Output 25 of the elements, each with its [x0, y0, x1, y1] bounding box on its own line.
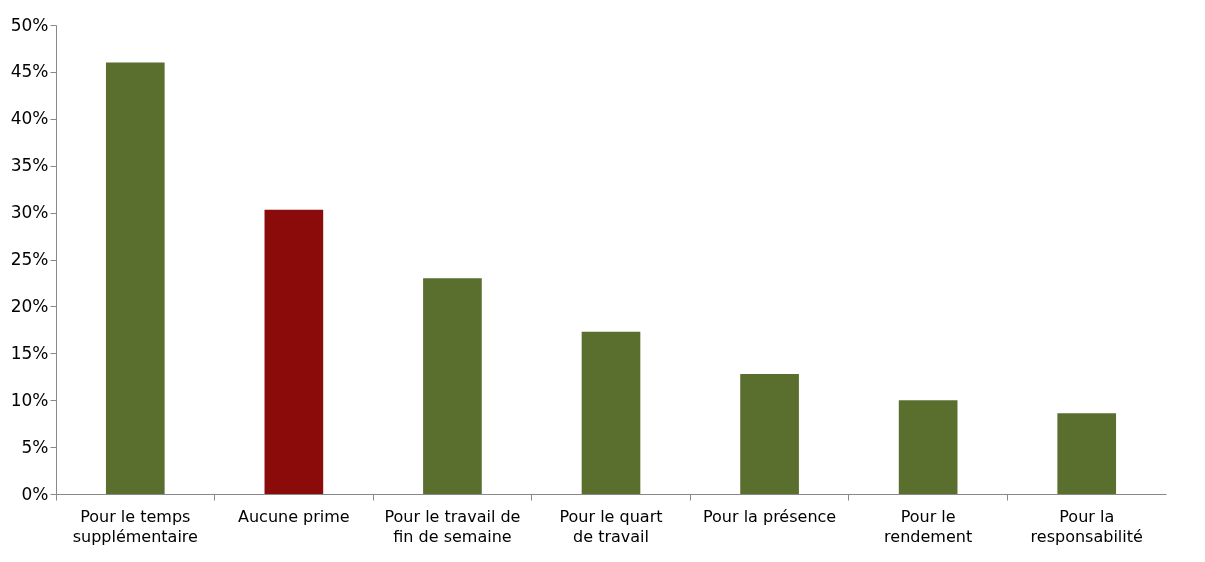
x-tick-label: Pour le quart de travail — [559, 506, 663, 546]
bar — [264, 209, 324, 494]
y-tick-label: 15% — [10, 342, 49, 363]
x-tick-label: Pour le temps supplémentaire — [72, 506, 198, 546]
bar — [898, 400, 958, 494]
y-tick-label: 5% — [21, 436, 49, 457]
y-tick-label: 40% — [10, 108, 49, 129]
x-tick-label: Pour le travail de fin de semaine — [384, 506, 521, 546]
y-tick-label: 25% — [10, 249, 49, 269]
y-tick-label: 20% — [10, 295, 49, 316]
bar — [740, 373, 799, 494]
bar — [105, 62, 165, 494]
y-tick-label: 0% — [21, 483, 49, 504]
y-tick-label: 50% — [10, 14, 49, 35]
y-tick-label: 35% — [10, 155, 49, 176]
y-tick-label: 10% — [10, 389, 49, 410]
x-tick-label: Pour le rendement — [884, 506, 973, 546]
y-tick-label: 30% — [10, 202, 49, 223]
bar — [423, 278, 482, 494]
bar — [1057, 413, 1117, 494]
x-tick-label: Pour la responsabilité — [1030, 506, 1143, 546]
x-tick-label: Pour la présence — [702, 506, 837, 526]
y-tick-label: 45% — [10, 61, 49, 82]
bar — [581, 331, 641, 494]
x-tick-label: Aucune prime — [238, 506, 350, 526]
